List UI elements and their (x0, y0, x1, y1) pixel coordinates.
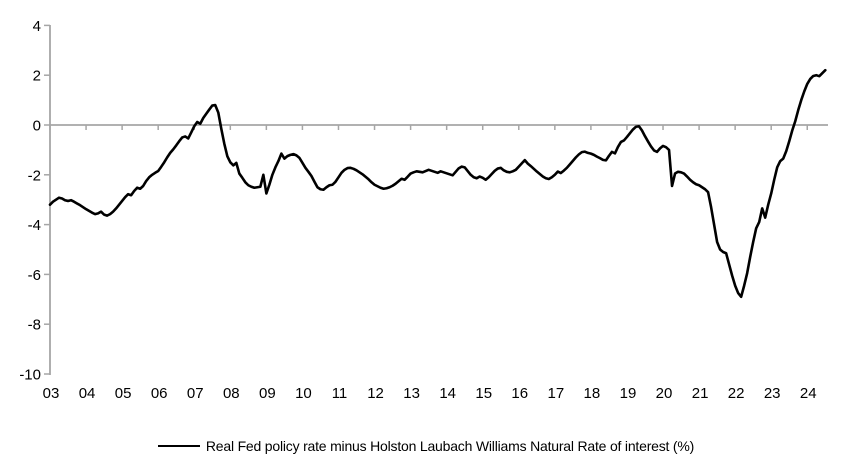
y-tick-label: 0 (33, 118, 41, 135)
y-tick-label: -8 (28, 317, 41, 334)
x-tick-label: 12 (367, 385, 384, 402)
x-tick-label: 15 (475, 385, 492, 402)
x-tick-label: 04 (79, 385, 96, 402)
legend-line-swatch (157, 445, 200, 447)
y-tick-label: -4 (28, 217, 41, 234)
y-tick-label: 4 (33, 18, 41, 35)
axes (49, 25, 828, 375)
x-tick-label: 13 (403, 385, 420, 402)
x-tick-label: 23 (764, 385, 781, 402)
x-tick-label: 20 (656, 385, 673, 402)
legend: Real Fed policy rate minus Holston Lauba… (0, 433, 852, 459)
x-tick-label: 09 (259, 385, 276, 402)
x-tick-label: 03 (43, 385, 60, 402)
x-tick-label: 07 (187, 385, 204, 402)
x-tick-label: 06 (151, 385, 168, 402)
y-tick-label: -10 (19, 367, 41, 384)
x-tick-label: 14 (439, 385, 456, 402)
series-line (48, 68, 827, 299)
x-tick-label: 19 (620, 385, 637, 402)
y-tick-label: -2 (28, 167, 41, 184)
x-tick-label: 05 (115, 385, 132, 402)
x-tick-label: 21 (692, 385, 709, 402)
y-axis-ticks: 4 2 0 -2 -4 -6 -8 -10 (19, 18, 50, 384)
x-tick-label: 16 (511, 385, 528, 402)
x-tick-label: 24 (800, 385, 817, 402)
y-tick-label: 2 (33, 68, 41, 85)
x-axis-ticks: 03 04 05 06 07 08 09 10 11 12 13 14 15 16 17 18 19 20 21 22… (43, 125, 817, 402)
data-series (48, 68, 827, 299)
legend-label: Real Fed policy rate minus Holston Lauba… (205, 438, 695, 454)
x-tick-label: 17 (547, 385, 564, 402)
y-tick-label: -6 (28, 267, 41, 284)
x-tick-label: 10 (295, 385, 312, 402)
x-tick-label: 11 (332, 385, 348, 402)
x-tick-label: 22 (728, 385, 745, 402)
x-tick-label: 08 (223, 385, 240, 402)
x-tick-label: 18 (584, 385, 601, 402)
